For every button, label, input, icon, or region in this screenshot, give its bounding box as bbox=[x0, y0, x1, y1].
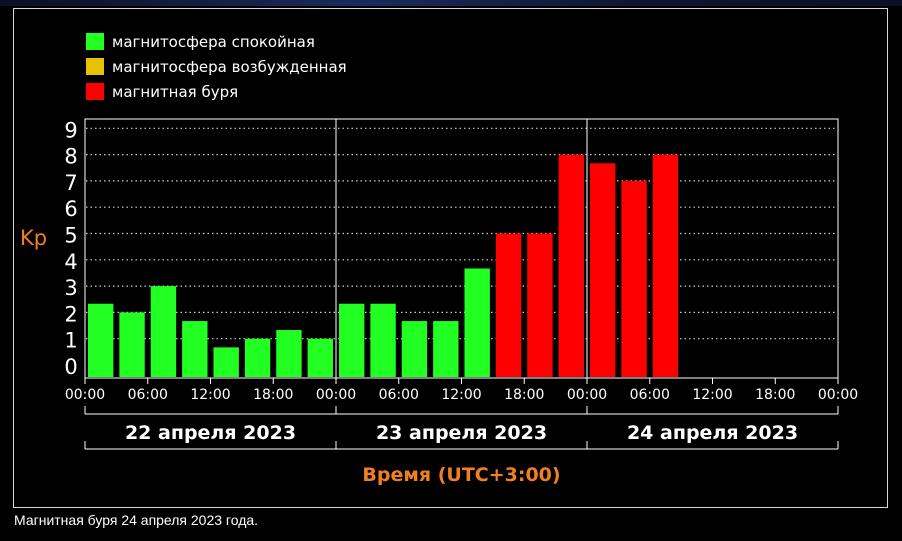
day-label: 24 апреля 2023 bbox=[627, 422, 798, 444]
kp-bar bbox=[339, 303, 365, 377]
kp-bar bbox=[621, 180, 647, 377]
x-tick-label: 00:00 bbox=[818, 387, 858, 403]
x-tick-label: 00:00 bbox=[316, 387, 356, 403]
y-tick-label: 2 bbox=[64, 302, 77, 326]
x-tick-label: 06:00 bbox=[128, 387, 168, 403]
figure-caption: Магнитная буря 24 апреля 2023 года. bbox=[14, 512, 259, 528]
x-tick-label: 12:00 bbox=[692, 387, 732, 403]
y-tick-label: 3 bbox=[64, 276, 77, 300]
x-axis-label: Время (UTC+3:00) bbox=[362, 464, 560, 486]
top-banner-strip bbox=[0, 0, 902, 6]
x-tick-label: 12:00 bbox=[441, 387, 481, 403]
kp-bar bbox=[558, 154, 584, 377]
kp-bar bbox=[244, 338, 271, 377]
y-tick-label: 6 bbox=[64, 197, 77, 221]
kp-bar bbox=[495, 233, 522, 377]
legend-swatch bbox=[86, 33, 104, 50]
x-tick-label: 12:00 bbox=[190, 387, 230, 403]
legend-label: магнитосфера спокойная bbox=[112, 33, 315, 51]
kp-bar bbox=[276, 330, 302, 377]
kp-index-chart: магнитосфера спокойная магнитосфера возбу… bbox=[20, 33, 858, 486]
legend-label: магнитосфера возбужденная bbox=[112, 58, 347, 76]
kp-bar bbox=[213, 347, 239, 377]
legend-label: магнитная буря bbox=[112, 83, 238, 101]
kp-bar bbox=[433, 321, 459, 377]
chart-frame: магнитосфера спокойная магнитосфера возбу… bbox=[13, 8, 888, 508]
kp-bar bbox=[182, 321, 208, 377]
x-tick-label: 00:00 bbox=[567, 387, 607, 403]
legend-swatch bbox=[86, 83, 104, 100]
kp-bar bbox=[88, 303, 114, 377]
y-tick-label: 7 bbox=[64, 171, 77, 195]
x-tick-label: 06:00 bbox=[379, 387, 419, 403]
kp-bar bbox=[401, 321, 428, 377]
x-tick-label: 06:00 bbox=[630, 387, 670, 403]
y-tick-label: 9 bbox=[64, 118, 77, 142]
day-label: 22 апреля 2023 bbox=[125, 422, 296, 444]
y-tick-label: 4 bbox=[64, 250, 77, 274]
kp-bar bbox=[307, 338, 333, 377]
x-tick-label: 18:00 bbox=[755, 387, 795, 403]
y-tick-label: 0 bbox=[64, 355, 77, 379]
kp-bar bbox=[150, 286, 177, 377]
x-tick-label: 18:00 bbox=[253, 387, 293, 403]
y-tick-label: 8 bbox=[64, 145, 77, 169]
x-tick-label: 18:00 bbox=[504, 387, 544, 403]
kp-bar bbox=[370, 303, 396, 377]
kp-bar bbox=[119, 312, 145, 377]
kp-bar bbox=[652, 154, 679, 377]
kp-bar bbox=[527, 233, 553, 377]
day-label: 23 апреля 2023 bbox=[376, 422, 547, 444]
y-tick-label: 5 bbox=[64, 224, 77, 248]
legend-swatch bbox=[86, 58, 104, 75]
kp-bar bbox=[590, 163, 616, 377]
y-axis-label: Kp bbox=[20, 226, 47, 250]
y-tick-label: 1 bbox=[64, 329, 77, 353]
x-tick-label: 00:00 bbox=[65, 387, 105, 403]
kp-bar bbox=[464, 268, 490, 377]
